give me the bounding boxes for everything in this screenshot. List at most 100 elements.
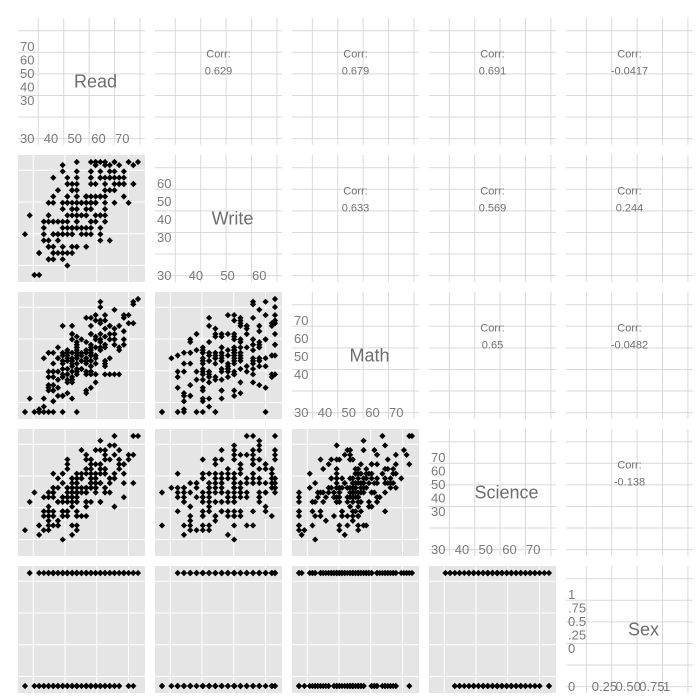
scatter-point (256, 456, 263, 463)
scatter-point (59, 373, 66, 381)
scatter-point (50, 484, 57, 491)
scatter-point (130, 479, 137, 487)
scatter-point (212, 330, 219, 338)
scatter-point (243, 432, 250, 440)
scatter-point (36, 682, 43, 690)
panel-math-sex: Corr: -0.0482 (566, 292, 693, 419)
scatter-point (371, 447, 378, 454)
scatter-point (101, 357, 109, 364)
scatter-point (193, 368, 200, 375)
corr-label: Corr: (206, 49, 230, 61)
scatter-point (243, 479, 250, 487)
scatter-point (224, 363, 232, 370)
scatter-point (531, 569, 538, 577)
scatter-point (111, 174, 118, 181)
scatter-point (120, 470, 127, 477)
scatter-point (125, 158, 132, 166)
scatter-point (130, 320, 137, 327)
scatter-point (116, 682, 123, 690)
scatter-point (59, 682, 66, 690)
scatter-point (40, 408, 47, 416)
scatter-point (50, 174, 57, 181)
scatter-point (36, 531, 43, 538)
scatter-point (73, 508, 80, 515)
scatter-point (73, 569, 80, 577)
scatter-point (116, 174, 123, 181)
scatter-point (212, 512, 219, 520)
scatter-point (180, 531, 188, 538)
scatter-point (87, 479, 95, 487)
scatter-point (205, 403, 213, 410)
scatter-point (398, 569, 405, 577)
scatter-point (231, 498, 238, 506)
scatter-point (237, 365, 244, 373)
scatter-point (64, 180, 71, 188)
scatter-point (83, 682, 90, 690)
scatter-point (26, 569, 33, 577)
scatter-point (111, 306, 118, 313)
scatter-point (54, 569, 62, 577)
panel-science-sex: Corr: -0.138 (566, 429, 693, 556)
scatter-point (205, 494, 213, 501)
scatter-point (357, 489, 364, 496)
scatter-point (116, 465, 123, 473)
scatter-point (508, 569, 515, 577)
corr-value: 0.691 (479, 66, 507, 78)
scatter-point (45, 237, 52, 244)
scatter-point (130, 301, 137, 308)
scatter-point (224, 498, 232, 506)
scatter-point (256, 338, 263, 346)
scatter-point (180, 368, 188, 375)
scatter-point (517, 569, 524, 577)
scatter-point (120, 312, 127, 319)
scatter-point (68, 498, 76, 506)
diag-x-tick: 70 (115, 131, 129, 146)
scatter-point (59, 218, 66, 225)
scatter-point (21, 682, 29, 690)
scatter-point (503, 569, 510, 577)
scatter-point (101, 456, 109, 463)
scatter-point (168, 355, 175, 362)
scatter-point (262, 298, 269, 305)
diag-x-tick: 40 (318, 405, 332, 420)
scatter-point (243, 494, 250, 501)
scatter-point (101, 193, 109, 200)
scatter-point (116, 569, 123, 577)
scatter-point (249, 365, 257, 373)
scatter-point (116, 461, 123, 468)
scatter-point (54, 187, 62, 194)
scatter-point (381, 475, 389, 482)
scatter-point (64, 508, 71, 515)
diag-y-tick: 30 (20, 93, 34, 108)
scatter-point (271, 432, 279, 440)
scatter-point (325, 484, 332, 491)
scatter-point (187, 479, 194, 487)
scatter-point (40, 494, 47, 501)
scatter-point (73, 212, 80, 219)
scatter-point (199, 569, 206, 577)
scatter-point (271, 456, 279, 463)
scatter-point (199, 355, 206, 362)
diag-x-tick: 30 (157, 268, 171, 283)
scatter-point (262, 408, 269, 416)
scatter-point (120, 336, 127, 343)
scatter-point (199, 349, 206, 356)
diag-y-tick: .25 (568, 628, 586, 643)
scatter-point (134, 432, 142, 440)
scatter-point (83, 498, 90, 506)
panel-background (155, 292, 282, 419)
scatter-point (92, 569, 99, 577)
scatter-point (180, 398, 188, 405)
scatter-point (333, 470, 340, 477)
scatter-point (36, 569, 43, 577)
panel-sex-science (429, 566, 556, 693)
scatter-point (237, 508, 244, 515)
scatter-point (68, 682, 76, 690)
scatter-point (125, 312, 132, 319)
scatter-point (50, 381, 57, 389)
scatter-point (120, 180, 127, 188)
scatter-point (187, 503, 194, 510)
scatter-point (21, 527, 29, 534)
